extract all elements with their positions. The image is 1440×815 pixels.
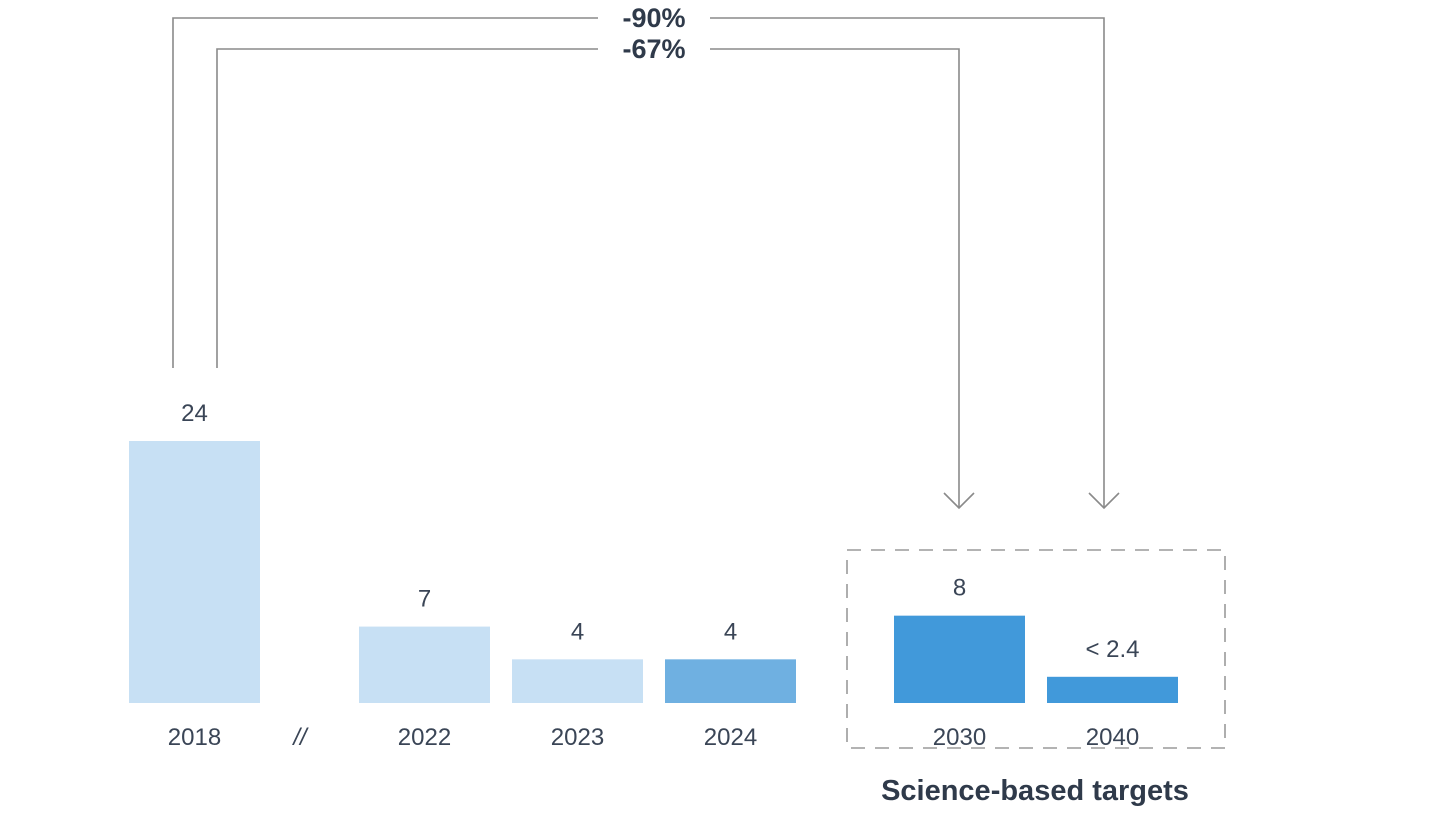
bar-2018 [129, 441, 260, 703]
value-label-2024: 4 [724, 618, 737, 645]
axis-break-label: // [291, 724, 309, 751]
bar-2022 [359, 626, 490, 703]
bar-2040 [1047, 676, 1178, 703]
value-label-2030: 8 [953, 575, 966, 602]
value-label-2018: 24 [181, 400, 208, 427]
science-based-targets-label: Science-based targets [881, 775, 1189, 807]
annotation-line-right-0 [710, 17, 1105, 508]
annotation-line-left-0 [172, 17, 598, 368]
annotation-layer: -90%-67% [172, 3, 1120, 510]
category-label-2040: 2040 [1086, 724, 1139, 751]
annotation-line-left-1 [216, 48, 598, 368]
category-label-2018: 2018 [168, 724, 221, 751]
category-label-2022: 2022 [398, 724, 451, 751]
arrow-down-icon [943, 492, 975, 510]
annotation-line-right-1 [710, 48, 960, 508]
bar-layer: 24 2018 7 2022 4 2023 4 2024 8 2030 < 2.4 2040 [129, 400, 1178, 751]
annotation-label-1: -67% [622, 34, 685, 64]
bar-2024 [665, 659, 796, 703]
bar-2023 [512, 659, 643, 703]
value-label-2022: 7 [418, 586, 431, 613]
category-label-2024: 2024 [704, 724, 757, 751]
bar-2030 [894, 615, 1025, 703]
target-group-layer: Science-based targets [846, 549, 1226, 807]
category-label-2023: 2023 [551, 724, 604, 751]
category-label-2030: 2030 [933, 724, 986, 751]
value-label-2040: < 2.4 [1085, 636, 1139, 663]
arrow-down-icon [1088, 492, 1120, 510]
value-label-2023: 4 [571, 618, 584, 645]
annotation-label-0: -90% [622, 3, 685, 33]
